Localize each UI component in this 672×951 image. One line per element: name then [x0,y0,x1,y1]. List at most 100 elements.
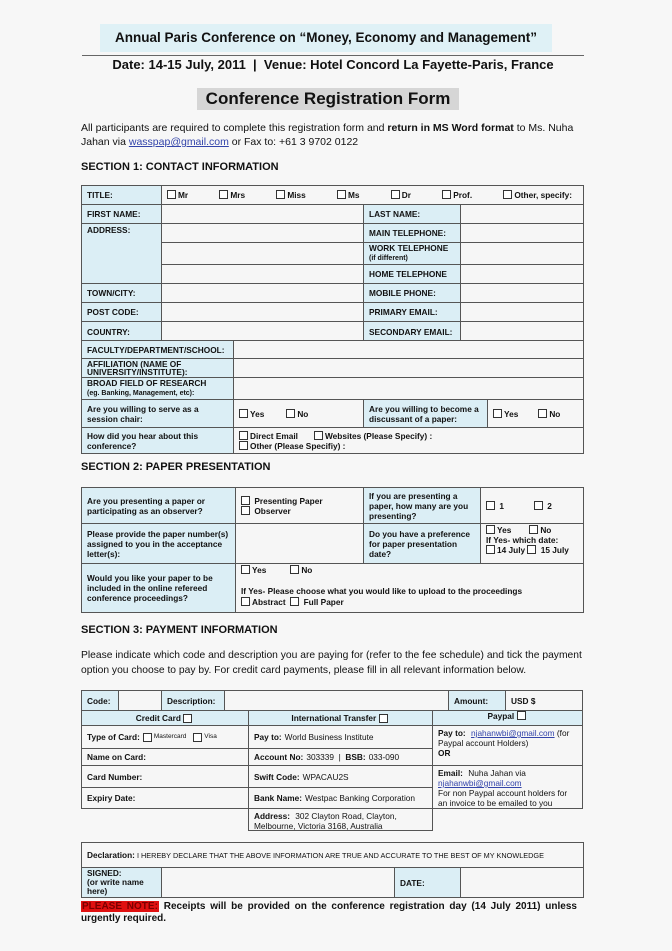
checkbox[interactable] [239,408,248,418]
checkbox[interactable] [378,713,388,723]
intro-2: to Ms. Nuha Jahan via [81,122,574,148]
country-field[interactable] [161,321,364,343]
secondary-email-field[interactable] [459,321,585,343]
hear-direct-email[interactable]: Direct Email [239,430,298,441]
checkbox[interactable] [486,545,495,554]
paypal-email-link[interactable]: njahanwbi@gmail.com [470,728,555,738]
home-tel-field[interactable] [459,264,585,284]
country-label: COUNTRY: [81,321,162,343]
proc-full-paper[interactable]: Full Paper [290,597,344,607]
intl-transfer-header[interactable]: International Transfer [248,710,433,726]
main-tel-field[interactable] [459,223,585,243]
expiry-date[interactable]: Expiry Date: [81,787,249,809]
checkbox[interactable] [527,545,537,554]
option-label: (for Paypal account Holders) [438,728,570,748]
checkbox[interactable] [239,430,248,440]
town-field[interactable] [161,283,364,303]
checkbox[interactable] [390,190,400,199]
pref-which-label: If Yes- which date: [486,535,559,545]
pref-no[interactable]: No [529,525,551,535]
checkbox[interactable] [219,190,229,199]
signed-field[interactable] [161,867,395,898]
proc-abstract[interactable]: Abstract [241,597,286,607]
hear-websites[interactable]: Websites (Please Specify) : [313,430,432,441]
amount-field[interactable]: USD $ [505,690,583,711]
primary-email-field[interactable] [459,302,585,322]
checkbox[interactable] [503,190,513,199]
checkbox[interactable] [183,713,193,723]
presenting-label: Are you presenting a paper or participat… [81,487,236,524]
discussant-yes[interactable]: Yes [493,408,518,419]
title-dr[interactable]: Dr [390,190,411,200]
checkbox[interactable] [337,190,347,199]
session-chair-yes[interactable]: Yes [239,408,265,419]
observer[interactable]: Observer [241,505,291,516]
mobile-field[interactable] [459,283,585,303]
code-field[interactable] [118,690,162,711]
hear-other[interactable]: Other (Please Specifiy) : [239,440,345,451]
credit-card-header[interactable]: Credit Card [81,710,249,726]
email-link[interactable]: wasspap@gmail.com [128,136,229,148]
option-label: Yes [250,408,265,419]
checkbox[interactable] [239,440,248,450]
checkbox[interactable] [286,408,296,418]
how-many-label: If you are presenting a paper, how many … [363,487,481,524]
date-field[interactable] [459,867,585,898]
how-many-2[interactable]: 2 [533,500,552,511]
checkbox[interactable] [241,597,250,606]
title-other[interactable]: Other, specify: [503,190,572,200]
discussant-no[interactable]: No [538,408,560,419]
checkbox[interactable] [241,565,250,574]
field-field[interactable] [232,377,585,400]
title-miss[interactable]: Miss [276,190,306,200]
paypal-header[interactable]: Paypal [432,710,583,726]
checkbox[interactable] [442,190,452,199]
checkbox[interactable] [241,505,250,515]
checkbox[interactable] [276,190,286,199]
address-field-2[interactable] [161,242,364,265]
title-prof[interactable]: Prof. [442,190,472,200]
title-mr[interactable]: Mr [167,190,188,200]
checkbox[interactable] [290,565,300,574]
checkbox[interactable] [241,495,250,505]
checkbox[interactable] [290,597,300,606]
work-tel-field[interactable] [459,242,585,265]
address-field-1[interactable] [161,223,364,243]
card-number[interactable]: Card Number: [81,765,249,788]
proc-yes[interactable]: Yes [241,565,266,575]
first-name-field[interactable] [161,204,364,224]
post-code-field[interactable] [161,302,364,322]
paper-number-field[interactable] [235,523,364,564]
option-label: Mr [178,190,189,200]
visa-checkbox[interactable] [193,732,203,742]
proc-no[interactable]: No [290,565,312,575]
pref-yes[interactable]: Yes [486,525,511,535]
session-chair-no[interactable]: No [286,408,308,419]
how-many-1[interactable]: 1 [486,500,504,511]
paypal-email-link-2[interactable]: njahanwbi@gmail.com [438,778,522,788]
checkbox[interactable] [486,500,495,510]
mastercard-checkbox[interactable] [142,732,152,742]
description-field[interactable] [224,690,449,711]
checkbox[interactable] [313,430,323,440]
faculty-field[interactable] [232,340,585,359]
code-label: Code: [81,690,119,711]
last-name-field[interactable] [459,204,585,224]
session-chair-label: Are you willing to serve as a session ch… [81,399,234,428]
address-field-3[interactable] [161,264,364,284]
pref-14-july[interactable]: 14 July [486,545,525,555]
checkbox[interactable] [493,408,502,418]
title-ms[interactable]: Ms [337,190,360,200]
affiliation-field[interactable] [232,358,585,378]
pref-15-july[interactable]: 15 July [527,545,569,555]
checkbox[interactable] [516,711,526,720]
title-options: Mr Mrs Miss Ms Dr Prof. Other, specify: [160,185,585,205]
title-mrs[interactable]: Mrs [219,190,245,200]
checkbox[interactable] [529,525,539,534]
checkbox[interactable] [538,408,548,418]
checkbox[interactable] [167,190,176,199]
checkbox[interactable] [486,525,495,534]
name-on-card[interactable]: Name on Card: [81,748,249,766]
presenting-paper[interactable]: Presenting Paper [241,495,323,506]
checkbox[interactable] [533,500,543,510]
